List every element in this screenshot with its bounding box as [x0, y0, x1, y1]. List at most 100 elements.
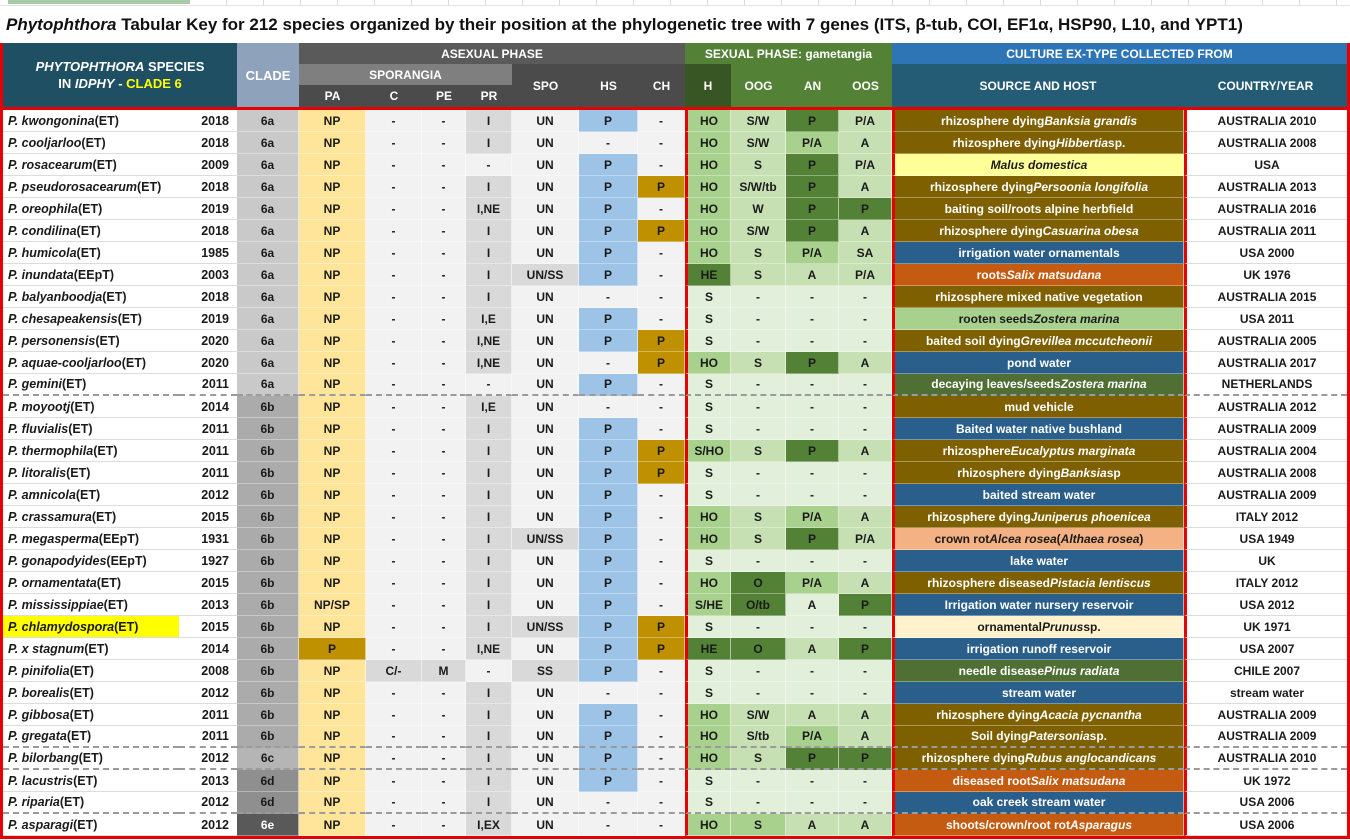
country-year-cell: AUSTRALIA 2009	[1184, 418, 1347, 440]
source-host-cell: roots Salix matsudana	[892, 264, 1184, 286]
cell-pa: NP	[299, 814, 366, 836]
cell-hs: P	[579, 374, 638, 396]
cell-hs: P	[579, 594, 638, 616]
cell-c: -	[366, 440, 422, 462]
species-year: 2018	[179, 286, 237, 308]
cell-ch: -	[638, 572, 685, 594]
cell-pe: -	[422, 572, 466, 594]
cell-ch: -	[638, 374, 685, 396]
cell-oog: O	[731, 572, 786, 594]
cell-spo: UN	[512, 220, 579, 242]
clade-cell: 6d	[237, 792, 299, 814]
cell-oos: A	[839, 352, 892, 374]
clade-cell: 6b	[237, 704, 299, 726]
cell-pe: -	[422, 308, 466, 330]
cell-pr: I	[466, 220, 512, 242]
species-name: P. oreophila (ET)	[3, 198, 179, 220]
column-gridline-tick	[263, 0, 264, 5]
cell-an: P	[786, 528, 839, 550]
cell-oos: A	[839, 506, 892, 528]
cell-an: -	[786, 374, 839, 396]
clade-cell: 6a	[237, 220, 299, 242]
cell-ch: -	[638, 506, 685, 528]
source-host-cell: rhizosphere Eucalyptus marginata	[892, 440, 1184, 462]
species-name: P. mississippiae (ET)	[3, 594, 179, 616]
cell-oos: P	[839, 594, 892, 616]
cell-spo: UN	[512, 770, 579, 792]
cell-pa: NP	[299, 770, 366, 792]
clade-cell: 6a	[237, 242, 299, 264]
species-year: 2018	[179, 176, 237, 198]
cell-ch: -	[638, 242, 685, 264]
species-name: P. gemini (ET)	[3, 374, 179, 396]
cell-pr: I,NE	[466, 638, 512, 660]
species-year: 2012	[179, 792, 237, 814]
country-year-cell: NETHERLANDS	[1184, 374, 1347, 396]
cell-oos: P	[839, 198, 892, 220]
source-host-cell: oak creek stream water	[892, 792, 1184, 814]
cell-pa: NP	[299, 352, 366, 374]
clade-cell: 6a	[237, 110, 299, 132]
cell-c: -	[366, 770, 422, 792]
species-name: P. balyanboodja (ET)	[3, 286, 179, 308]
cell-an: P/A	[786, 506, 839, 528]
cell-h: S	[685, 286, 731, 308]
cell-c: -	[366, 330, 422, 352]
cell-pr: I	[466, 682, 512, 704]
cell-c: -	[366, 682, 422, 704]
country-year-cell: USA 2006	[1184, 792, 1347, 814]
cell-c: -	[366, 594, 422, 616]
species-year: 2014	[179, 396, 237, 418]
cell-spo: UN	[512, 748, 579, 770]
header-culture-ex-type: CULTURE EX-TYPE COLLECTED FROM	[892, 43, 1347, 64]
cell-pe: -	[422, 528, 466, 550]
species-name: P. x stagnum (ET)	[3, 638, 179, 660]
cell-ch: P	[638, 330, 685, 352]
cell-h: HO	[685, 704, 731, 726]
cell-an: P	[786, 352, 839, 374]
clade-cell: 6b	[237, 682, 299, 704]
cell-spo: UN	[512, 132, 579, 154]
cell-hs: P	[579, 242, 638, 264]
cell-oog: -	[731, 374, 786, 396]
clade-cell: 6a	[237, 198, 299, 220]
cell-oos: -	[839, 550, 892, 572]
cell-pr: I	[466, 440, 512, 462]
cell-h: S	[685, 396, 731, 418]
cell-pa: P	[299, 638, 366, 660]
cell-pa: NP	[299, 176, 366, 198]
cell-pr: I	[466, 572, 512, 594]
cell-oos: SA	[839, 242, 892, 264]
cell-pa: NP	[299, 110, 366, 132]
cell-h: S	[685, 792, 731, 814]
country-year-cell: AUSTRALIA 2017	[1184, 352, 1347, 374]
cell-oos: P/A	[839, 110, 892, 132]
column-gridline-tick	[929, 0, 930, 5]
cell-oog: -	[731, 682, 786, 704]
source-host-cell: rhizosphere dying Banksia grandis	[892, 110, 1184, 132]
cell-spo: UN	[512, 308, 579, 330]
cell-pr: I	[466, 594, 512, 616]
species-year: 2018	[179, 220, 237, 242]
cell-spo: UN	[512, 110, 579, 132]
cell-c: -	[366, 814, 422, 836]
cell-spo: UN	[512, 484, 579, 506]
cell-pr: I	[466, 176, 512, 198]
cell-pe: -	[422, 462, 466, 484]
cell-c: -	[366, 396, 422, 418]
species-name: P. bilorbang (ET)	[3, 748, 179, 770]
species-year: 2003	[179, 264, 237, 286]
species-name: P. kwongonina (ET)	[3, 110, 179, 132]
cell-an: A	[786, 264, 839, 286]
species-year: 2011	[179, 726, 237, 748]
cell-ch: P	[638, 352, 685, 374]
column-gridline-tick	[485, 0, 486, 5]
cell-pa: NP	[299, 660, 366, 682]
source-host-cell: decaying leaves/seeds Zostera marina	[892, 374, 1184, 396]
country-year-cell: AUSTRALIA 2013	[1184, 176, 1347, 198]
cell-oos: A	[839, 220, 892, 242]
cell-pe: -	[422, 110, 466, 132]
column-gridline-tick	[892, 0, 893, 5]
species-year: 2011	[179, 462, 237, 484]
source-host-cell: rhizosphere dying Casuarina obesa	[892, 220, 1184, 242]
